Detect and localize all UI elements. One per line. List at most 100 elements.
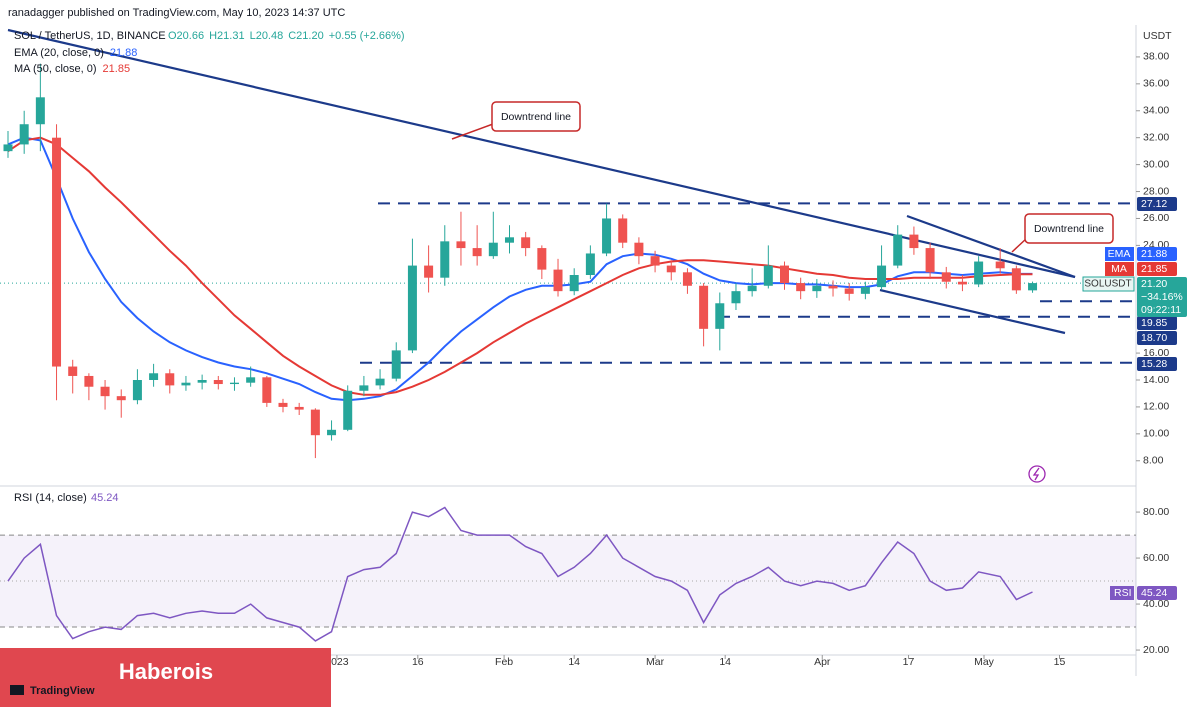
candle-body [197,380,207,383]
x-tick-label: 15 [1054,656,1066,668]
candle-body [925,248,935,273]
watermark-box [0,648,331,707]
x-tick-label: 16 [412,656,424,668]
candle-body [375,378,385,386]
candle-body [488,242,498,257]
candle-body [650,256,660,266]
y-tick-label: 32.00 [1143,131,1169,143]
alert-circle [1028,465,1046,483]
candle-body [246,377,256,383]
candle-body [666,265,676,273]
candle-body [132,380,142,401]
candle-body [812,285,822,292]
level-tag [1137,331,1177,345]
indicator-line [7,136,1033,402]
y-tick-label: 14.00 [1143,374,1169,386]
candle-body [747,285,757,292]
candle-body [116,396,126,401]
rsi-tag-bg [1137,586,1177,600]
candle-body [796,283,806,292]
indicator-tag-name-bg [1105,262,1134,276]
y-tick-label: 40.00 [1143,598,1169,610]
callout-text: Downtrend line [1034,223,1104,235]
candle-body [229,382,239,385]
candle-body [941,272,951,282]
callout-pointer [451,123,494,140]
candle-body [602,218,612,254]
indicator-line [7,136,1033,396]
candle-body [763,265,773,286]
candle-body [294,406,304,410]
y-tick-label: 20.00 [1143,644,1169,656]
rsi-line [7,506,1033,642]
alert-icon [1028,465,1046,483]
symbol-title: SOL / TetherUS, 1D, BINANCE [14,30,166,42]
candle-body [35,97,45,125]
indicator-tag-name: MA [1111,263,1127,275]
candle-body [424,265,434,278]
indicator-tag-value: 21.88 [1141,248,1167,260]
candle-body [19,124,29,145]
indicator-tag-bg [1137,247,1177,261]
rsi-title: RSI (14, close) [14,492,87,504]
x-tick-label: Mar [646,656,665,668]
candle-body [310,409,320,436]
y-tick-label: 28.00 [1143,185,1169,197]
brand-logo [10,685,24,695]
price-tag-bg [1137,277,1187,317]
candle-body [3,144,13,152]
candle-body [359,385,369,391]
price-tag-countdown: 09:22:11 [1141,304,1181,316]
callout-box [1024,213,1114,244]
x-tick-label: Feb [495,656,513,668]
y-tick-label: 12.00 [1143,401,1169,413]
y-tick-label: 26.00 [1143,212,1169,224]
candle-body [860,287,870,294]
candle-body [715,303,725,329]
candle-body [779,265,789,284]
level-tag-label: 15.28 [1141,358,1167,370]
callout-text: Downtrend line [501,111,571,123]
candle-body [995,261,1005,269]
indicator-tag-bg [1137,262,1177,276]
candle-body [682,272,692,286]
candle-body [181,382,191,386]
currency: USDT [1143,30,1172,42]
y-tick-label: 80.00 [1143,506,1169,518]
candle-body [440,241,450,278]
level-tag-label: 27.12 [1141,198,1167,210]
candle-body [957,281,967,285]
indicator-legend-value: 21.88 [110,47,138,59]
candle-body [699,285,709,329]
ohlc-value: H21.31 [209,30,244,42]
candle-body [407,265,417,351]
x-tick-label: 14 [719,656,731,668]
candle-body [472,248,482,257]
alert-bolt [1032,467,1040,481]
callout: Downtrend line [451,101,581,140]
y-tick-label: 36.00 [1143,78,1169,90]
candle-body [68,366,78,376]
candle-body [456,241,466,249]
candle-body [828,285,838,289]
y-tick-label: 10.00 [1143,428,1169,440]
candle-body [731,291,741,304]
indicator-tag-name: EMA [1108,248,1131,260]
candle-body [278,402,288,407]
rsi-tag-name-bg [1110,586,1134,600]
y-tick-label: 38.00 [1143,51,1169,63]
rsi-tag-name: RSI [1114,587,1132,599]
candle-body [585,253,595,275]
candle-body [165,373,175,386]
candle-body [909,234,919,249]
candle-body [327,429,337,436]
price-tag-change: −34.16% [1141,291,1183,303]
candle-body [504,237,514,243]
indicator-legend: EMA (20, close, 0) [14,47,104,59]
indicator-tag-value: 21.85 [1141,263,1167,275]
level-tag-label: 19.85 [1141,317,1167,329]
candle-body [877,265,887,288]
indicator-tag-name-bg [1105,247,1134,261]
ohlc-value: C21.20 [288,30,323,42]
